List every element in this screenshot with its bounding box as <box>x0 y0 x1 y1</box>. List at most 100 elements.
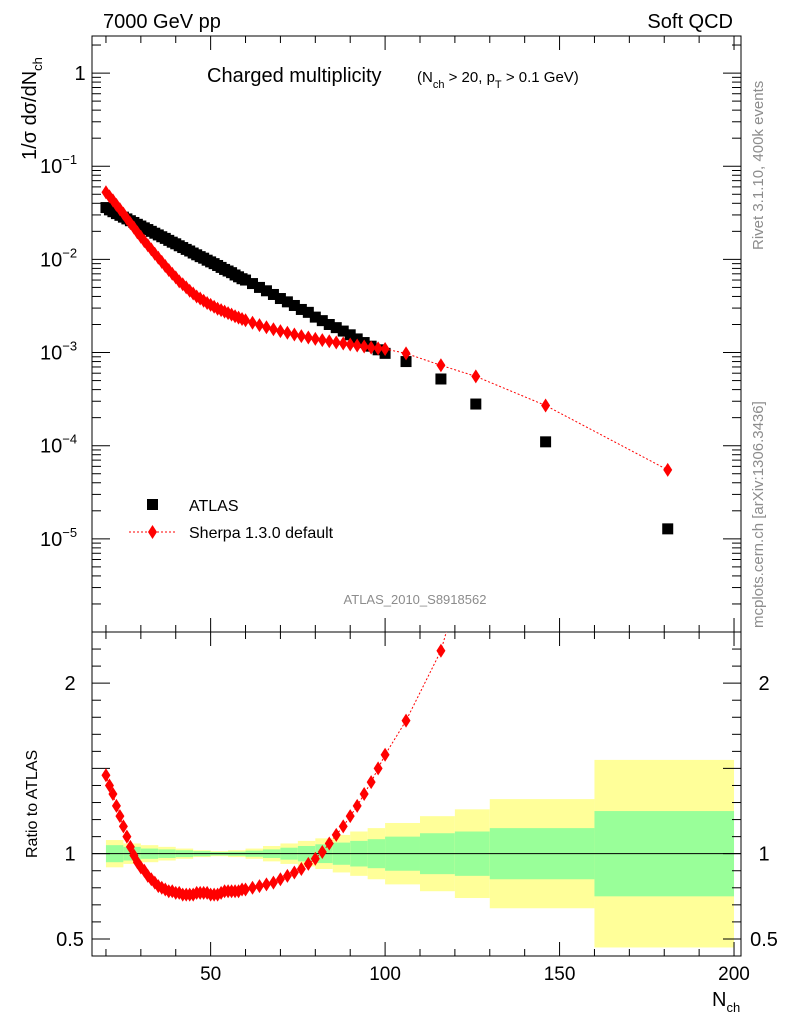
sherpa-point <box>345 337 355 352</box>
y-tick-label: 10−3 <box>40 339 77 365</box>
atlas-point <box>400 356 412 368</box>
atlas-point <box>267 288 279 300</box>
sherpa-line <box>105 191 668 471</box>
atlas-point <box>435 373 447 385</box>
atlas-point <box>662 523 674 535</box>
main-panel-frame <box>91 35 742 633</box>
ratio-point <box>324 836 334 851</box>
atlas-point <box>323 318 335 330</box>
sherpa-point <box>289 327 299 342</box>
atlas-series <box>100 202 674 535</box>
ratio-point <box>331 827 341 842</box>
sherpa-point <box>366 340 376 355</box>
ratio-point <box>338 819 348 834</box>
sherpa-point <box>317 333 327 348</box>
sherpa-point <box>663 462 673 477</box>
sherpa-point <box>303 330 313 345</box>
ratio-tick-label-left: 0.5 <box>56 929 84 951</box>
y-tick-label: 1 <box>74 63 85 85</box>
ratio-point <box>261 877 271 892</box>
ratio-point <box>282 868 292 883</box>
ratio-tick-label-right: 1 <box>758 844 769 866</box>
sherpa-point <box>241 313 251 328</box>
sherpa-point <box>282 325 292 340</box>
atlas-point <box>470 398 482 410</box>
legend-sherpa-marker <box>148 525 157 539</box>
y-tick-label: 10−1 <box>40 152 77 178</box>
x-tick-label: 200 <box>718 964 750 985</box>
energy-label: 7000 GeV pp <box>103 11 221 33</box>
ratio-point <box>122 829 132 844</box>
ratio-point <box>352 798 362 813</box>
ratio-point <box>101 768 111 783</box>
legend-atlas-marker <box>147 499 158 510</box>
sherpa-point <box>275 324 285 339</box>
ratio-point <box>254 879 264 894</box>
legend-sherpa-label: Sherpa 1.3.0 default <box>189 525 334 542</box>
ratio-point <box>241 882 251 897</box>
sherpa-point <box>380 342 390 357</box>
atlas-point <box>274 293 286 305</box>
ratio-point <box>111 798 121 813</box>
ratio-point <box>359 787 369 801</box>
ratio-point <box>310 851 320 866</box>
atlas-point <box>330 322 342 334</box>
sherpa-point <box>436 358 446 373</box>
category-label: Soft QCD <box>647 11 733 33</box>
sherpa-point <box>401 346 411 361</box>
ratio-tick-label-right: 2 <box>758 673 769 695</box>
x-axis-label: Nch <box>712 989 740 1015</box>
y-tick-label: 10−5 <box>40 525 77 551</box>
ratio-point <box>380 747 390 762</box>
atlas-point <box>247 278 259 290</box>
ratio-point <box>289 865 299 880</box>
ratio-point <box>108 787 118 801</box>
sherpa-point <box>352 338 362 353</box>
x-tick-label: 100 <box>369 964 401 985</box>
ratio-point <box>268 875 278 890</box>
ratio-series <box>101 250 672 902</box>
ratio-inner <box>101 250 672 902</box>
ratio-point <box>317 844 327 859</box>
ratio-point <box>373 761 383 776</box>
atlas-point <box>316 315 328 327</box>
atlas-point <box>281 296 293 308</box>
atlas-point <box>253 281 265 293</box>
atlas-point <box>295 303 307 315</box>
ratio-point <box>471 523 480 537</box>
sherpa-point <box>359 339 369 354</box>
ratio-point <box>663 250 672 264</box>
source-label: mcplots.cern.ch [arXiv:1306.3436] <box>750 401 767 628</box>
y-axis-label: 1/σ dσ/dNch <box>19 57 45 160</box>
sherpa-series <box>101 185 673 477</box>
legend-atlas-label: ATLAS <box>189 498 239 515</box>
sherpa-point <box>261 320 271 335</box>
ratio-point <box>118 819 128 834</box>
ratio-panel-frame <box>91 631 742 957</box>
ratio-point <box>275 872 285 887</box>
sherpa-point <box>331 335 341 350</box>
atlas-point <box>337 325 349 337</box>
sherpa-point <box>150 246 160 261</box>
atlas-point <box>288 299 300 311</box>
rivet-label: Rivet 3.1.10, 400k events <box>750 81 767 250</box>
ratio-point <box>303 856 313 871</box>
sherpa-point <box>373 341 383 356</box>
ratio-point <box>366 775 376 790</box>
atlas-point <box>309 311 321 323</box>
sherpa-point <box>338 336 348 351</box>
ratio-point <box>248 880 258 895</box>
ratio-point <box>436 643 446 658</box>
sherpa-point <box>268 322 278 337</box>
ratio-point <box>115 809 125 824</box>
sherpa-point <box>310 331 320 346</box>
atlas-point <box>540 436 552 448</box>
ratio-point <box>345 809 355 824</box>
ratio-tick-label-right: 0.5 <box>750 929 778 951</box>
uncertainty-bands <box>92 759 741 948</box>
ratio-point <box>541 369 550 383</box>
axes: 50 100 150 200 1 10−1 10−2 10−3 10−4 10−5 2 2 1 1 0.5 0… <box>40 36 778 985</box>
ratio-tick-label-left: 1 <box>64 844 75 866</box>
ratio-point <box>296 862 306 877</box>
